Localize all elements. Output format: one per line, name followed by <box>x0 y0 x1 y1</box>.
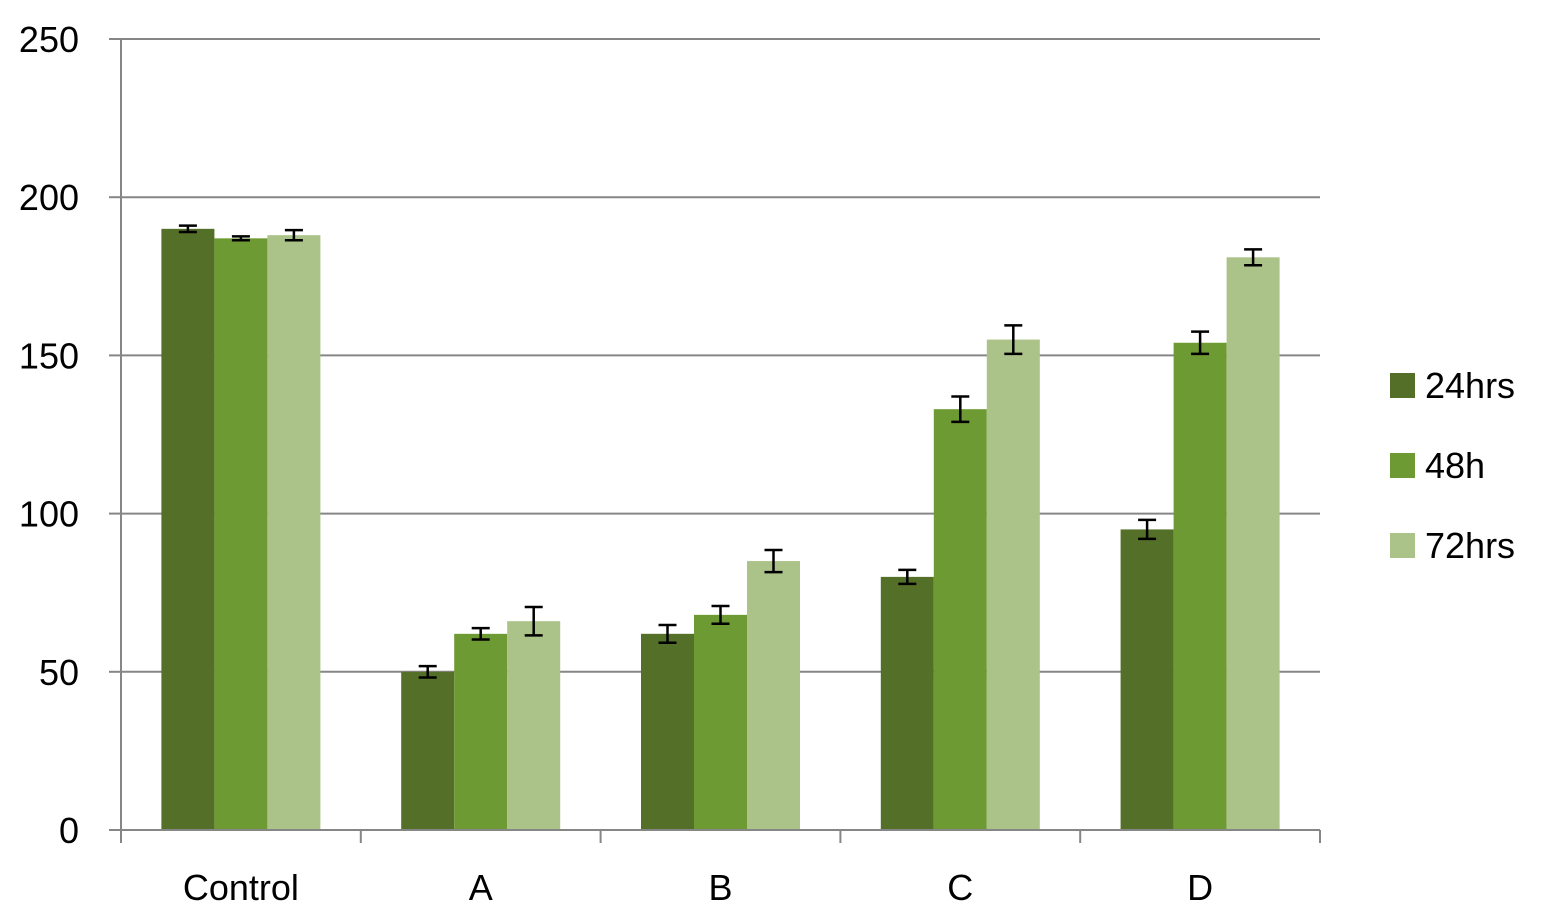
bar <box>747 561 800 830</box>
y-tick-labels: 0 50 100 150 200 250 <box>19 19 79 851</box>
legend-swatch <box>1390 453 1415 478</box>
bar <box>986 339 1040 830</box>
bar <box>454 633 508 830</box>
x-tick-label: A <box>469 867 493 908</box>
y-tick-label: 100 <box>19 494 79 535</box>
x-tick-label: D <box>1187 867 1213 908</box>
bar <box>161 228 215 831</box>
bar <box>694 614 747 830</box>
bars <box>161 228 1280 831</box>
y-tick-label: 50 <box>39 652 79 693</box>
bar <box>401 671 455 830</box>
error-bars <box>178 224 1263 679</box>
y-tick-label: 0 <box>59 810 79 851</box>
y-tick-label: 150 <box>19 335 79 376</box>
bar <box>267 235 321 831</box>
y-tick-label: 200 <box>19 177 79 218</box>
legend-swatch <box>1390 533 1415 558</box>
x-tick-labels: Control A B C D <box>183 867 1213 908</box>
gridlines <box>121 38 1320 673</box>
y-tick-label: 250 <box>19 19 79 60</box>
bar <box>1120 529 1174 830</box>
bar <box>880 576 934 830</box>
x-tick-label: B <box>708 867 732 908</box>
legend-swatch <box>1390 373 1415 398</box>
legend-label: 48h <box>1425 445 1485 486</box>
x-tick-label: C <box>947 867 973 908</box>
x-tick-label: Control <box>183 867 299 908</box>
bar <box>1226 257 1280 830</box>
legend-label: 72hrs <box>1425 525 1515 566</box>
bar <box>933 409 987 830</box>
legend: 24hrs 48h 72hrs <box>1390 365 1515 566</box>
bar <box>214 238 268 830</box>
bar <box>641 633 694 830</box>
bar <box>1173 342 1227 830</box>
axes <box>109 38 1321 843</box>
legend-label: 24hrs <box>1425 365 1515 406</box>
bar <box>507 621 561 830</box>
